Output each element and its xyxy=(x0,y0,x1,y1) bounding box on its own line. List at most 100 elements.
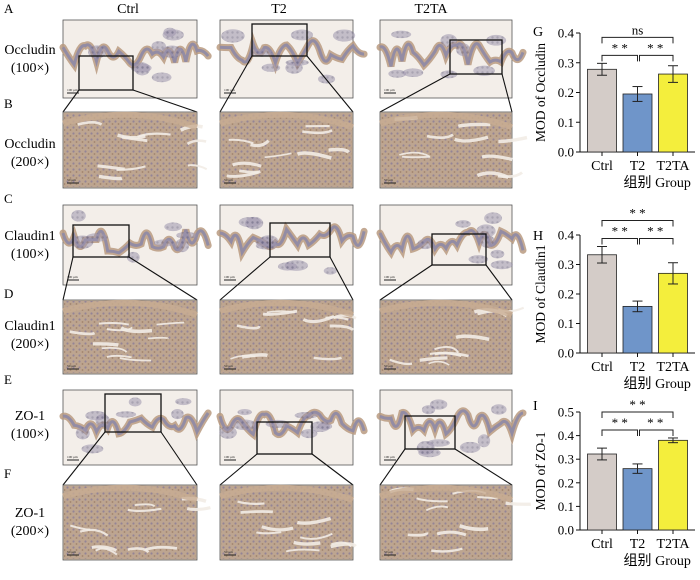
scale-bar-label: 100 μm xyxy=(224,455,235,459)
y-tick-label: 0.2 xyxy=(558,85,574,100)
panel-letter-c: C xyxy=(4,191,13,206)
row-label-a: A Occludin (100×) xyxy=(4,1,56,76)
zoom-region-box xyxy=(431,233,487,266)
zoom-region-box xyxy=(104,393,162,433)
x-axis-label-en: Group xyxy=(655,554,691,569)
zoom-region-box xyxy=(256,421,313,455)
zoom-connector xyxy=(219,256,271,301)
y-tick-label: 0.0 xyxy=(558,346,574,361)
zoom-connector xyxy=(501,73,513,113)
zoom-connector xyxy=(219,55,253,113)
bar-chart-g: G 0.0 0.1 0.2 0.3 0.4 MOD of Occludin Ctrl T2 T2T… xyxy=(533,22,695,191)
significance-label: * * xyxy=(647,415,663,430)
x-axis-label-cn: 组别 xyxy=(624,376,652,392)
row-marker-b: Occludin xyxy=(4,137,55,152)
micrograph-c-ctrl: 100 μm xyxy=(59,204,212,301)
significance-bracket: * * xyxy=(601,415,638,436)
micrograph-a-t2: 100 μm xyxy=(216,19,368,113)
significance-bracket: * * xyxy=(601,40,638,62)
micrograph-d-t2ta: 50 μm xyxy=(379,299,525,375)
row-label-d: D Claudin1 (200×) xyxy=(4,286,56,352)
significance-bracket: * * xyxy=(639,415,674,436)
scale-bar-label: 100 μm xyxy=(67,275,78,279)
zoom-connector xyxy=(219,453,258,486)
bar-t2ta xyxy=(658,73,688,153)
significance-label: * * xyxy=(612,224,628,239)
x-tick-label: T2 xyxy=(630,159,646,174)
zoom-connector xyxy=(379,264,433,301)
y-tick-label: 0.3 xyxy=(558,452,574,467)
zoom-connector xyxy=(62,89,80,113)
zoom-connector xyxy=(62,431,106,486)
panel-letter-e: E xyxy=(4,372,12,387)
y-tick-label: 0.3 xyxy=(558,55,574,70)
panel-letter-g: G xyxy=(533,25,543,40)
scale-bar-label: 100 μm xyxy=(384,88,395,92)
row-label-e: E ZO-1 (100×) xyxy=(4,372,49,442)
row-mag-d: (200×) xyxy=(11,337,50,352)
scale-bar-label: 100 μm xyxy=(384,455,395,459)
x-tick-label: T2 xyxy=(630,360,646,375)
panel-letter-h: H xyxy=(533,229,543,244)
micrograph-f-t2ta: 50 μm xyxy=(379,484,531,561)
micrograph-d-ctrl: 50 μm xyxy=(62,299,198,375)
significance-label: ns xyxy=(632,22,644,37)
bar-t2ta xyxy=(658,439,688,531)
zoom-connector xyxy=(306,55,354,113)
y-tick-label: 0.3 xyxy=(558,257,574,272)
scale-bar-label: 50 μm xyxy=(384,364,393,368)
y-tick-label: 0.1 xyxy=(558,115,574,130)
significance-bracket: * * xyxy=(601,206,674,227)
bar-chart-i: I 0.0 0.1 0.2 0.3 0.4 0.5 MOD of ZO-1 Ctrl T2 T2TA… xyxy=(533,397,695,569)
x-tick-label: Ctrl xyxy=(591,360,613,375)
micrograph-grid: 100 μm 100 μm 100 μm 50 μm 50 μm 50 μm 100 μm 1… xyxy=(59,19,531,561)
panel-letter-a: A xyxy=(4,1,14,16)
y-tick-label: 0.2 xyxy=(558,475,574,490)
zoom-region-box xyxy=(449,39,503,75)
y-axis-label: MOD of Occludin xyxy=(533,43,548,142)
row-mag-e: (100×) xyxy=(11,427,50,442)
scale-bar-label: 100 μm xyxy=(67,455,78,459)
row-marker-c: Claudin1 xyxy=(4,229,55,244)
micrograph-a-ctrl: 100 μm xyxy=(59,19,212,113)
zoom-connector xyxy=(311,453,354,486)
scale-bar-label: 50 μm xyxy=(384,178,393,182)
zoom-connector xyxy=(62,256,74,301)
row-label-b: B Occludin (200×) xyxy=(4,96,56,170)
panel-letter-d: D xyxy=(4,286,13,301)
bar-t2ta xyxy=(658,272,688,354)
x-tick-label: Ctrl xyxy=(591,159,613,174)
micrograph-e-t2ta: 100 μm xyxy=(376,389,527,486)
significance-bracket: * * xyxy=(639,40,674,62)
scale-bar-label: 50 μm xyxy=(224,364,233,368)
zoom-connector xyxy=(160,431,198,486)
zoom-connector xyxy=(379,73,451,113)
y-axis-label: MOD of ZO-1 xyxy=(533,432,548,511)
micrograph-e-ctrl: 100 μm xyxy=(59,389,212,486)
zoom-region-box xyxy=(404,415,456,450)
scale-bar-label: 50 μm xyxy=(67,550,76,554)
significance-bracket: * * xyxy=(639,224,674,245)
y-tick-label: 0.5 xyxy=(558,405,574,420)
scale-bar-label: 50 μm xyxy=(224,178,233,182)
micrograph-b-ctrl: 50 μm xyxy=(62,111,208,189)
y-tick-label: 0.1 xyxy=(558,316,574,331)
micrograph-b-t2: 50 μm xyxy=(219,111,354,189)
significance-bracket: * * xyxy=(601,397,674,418)
x-axis-label-cn: 组别 xyxy=(624,175,652,191)
significance-label: * * xyxy=(647,40,663,55)
x-tick-label: T2TA xyxy=(656,537,690,552)
y-tick-label: 0.4 xyxy=(558,428,575,443)
x-tick-label: T2 xyxy=(630,537,646,552)
x-axis-label-en: Group xyxy=(655,377,691,392)
row-marker-d: Claudin1 xyxy=(4,319,55,334)
zoom-region-box xyxy=(251,23,308,57)
bar-t2 xyxy=(622,468,653,531)
scale-bar-label: 100 μm xyxy=(384,275,395,279)
row-mag-a: (100×) xyxy=(11,61,50,76)
micrograph-e-t2: 100 μm xyxy=(216,389,368,486)
row-marker-e: ZO-1 xyxy=(15,409,45,424)
row-marker-a: Occludin xyxy=(4,43,55,58)
